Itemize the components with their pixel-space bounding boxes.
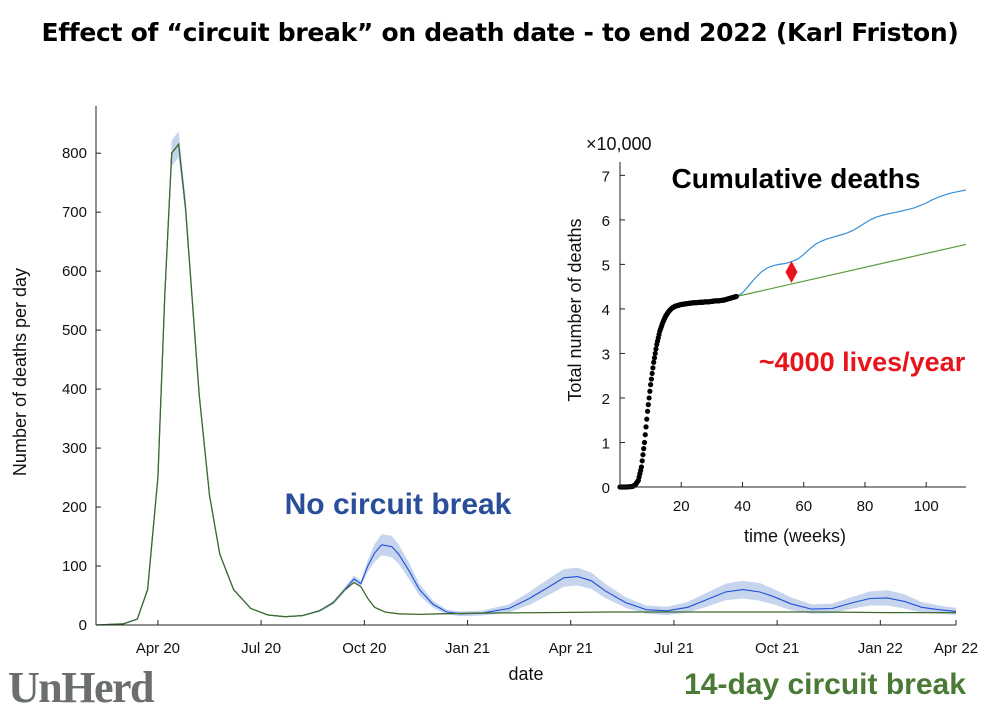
main-y-tick-label: 700 xyxy=(62,204,87,221)
main-y-tick-label: 200 xyxy=(62,499,87,516)
circuit-break-annotation: 14-day circuit break xyxy=(684,668,966,701)
inset-x-tick-label: 40 xyxy=(734,498,751,515)
observed-point xyxy=(651,355,658,361)
observed-point xyxy=(733,293,739,300)
main-x-ticks: Apr 20 Jul 20 Oct 20 Jan 21 Apr 21 Jul 21 Oct … xyxy=(136,620,978,657)
inset-y-tick-label: 6 xyxy=(602,213,610,230)
inset-background xyxy=(520,118,980,562)
main-x-tick-label: Apr 22 xyxy=(934,640,978,657)
main-x-axis-label: date xyxy=(508,664,543,684)
main-x-tick-label: Jul 21 xyxy=(654,640,694,657)
inset-chart: 0 1 2 3 4 5 6 7 20 40 60 80 100 ×10,000 time (weeks… xyxy=(520,118,980,562)
main-y-tick-label: 0 xyxy=(79,617,87,634)
observed-point xyxy=(651,359,657,365)
circuit-break-series-line xyxy=(95,142,956,626)
observed-point xyxy=(648,382,654,388)
observed-point xyxy=(650,365,656,371)
main-x-tick-label: Apr 20 xyxy=(136,640,180,657)
observed-point xyxy=(645,402,651,408)
main-y-tick-label: 400 xyxy=(62,381,87,398)
inset-y-axis-label: Total number of deaths xyxy=(565,218,585,401)
inset-x-ticks: 20 40 60 80 100 xyxy=(673,482,939,515)
inset-x-tick-label: 20 xyxy=(673,498,690,515)
observed-point xyxy=(646,395,652,401)
observed-point xyxy=(647,388,653,394)
observed-point xyxy=(640,452,646,458)
lives-per-year-annotation: ~4000 lives/year xyxy=(759,347,966,377)
inset-y-tick-label: 3 xyxy=(602,346,610,363)
inset-y-tick-label: 2 xyxy=(602,391,610,408)
main-y-tick-label: 600 xyxy=(62,263,87,280)
main-y-tick-label: 300 xyxy=(62,440,87,457)
observed-point xyxy=(642,432,648,438)
observed-point xyxy=(644,408,651,414)
main-x-tick-label: Jan 21 xyxy=(445,640,490,657)
inset-y-tick-label: 1 xyxy=(602,435,610,452)
inset-title: Cumulative deaths xyxy=(672,163,921,194)
inset-x-tick-label: 80 xyxy=(857,498,874,515)
main-x-tick-label: Oct 21 xyxy=(755,640,799,657)
inset-y-tick-label: 0 xyxy=(602,480,610,497)
observed-point xyxy=(641,439,648,446)
inset-no-break-line xyxy=(736,189,967,298)
main-x-tick-label: Jul 20 xyxy=(241,640,281,657)
inset-x-tick-label: 60 xyxy=(795,498,812,515)
unherd-logo: UnHerd xyxy=(8,663,154,712)
observed-point xyxy=(639,458,645,464)
observed-point xyxy=(643,424,649,430)
inset-y-tick-label: 4 xyxy=(602,302,610,319)
observed-point xyxy=(653,346,659,352)
page-title: Effect of “circuit break” on death date … xyxy=(41,18,959,47)
observed-point xyxy=(644,416,650,422)
main-x-tick-label: Apr 21 xyxy=(549,640,593,657)
main-y-axis-label: Number of deaths per day xyxy=(10,268,30,476)
inset-y-tick-label: 5 xyxy=(602,257,610,274)
lives-saved-marker xyxy=(785,260,798,283)
main-y-tick-label: 500 xyxy=(62,322,87,339)
inset-y-ticks: 0 1 2 3 4 5 6 7 xyxy=(602,168,625,497)
main-y-tick-label: 100 xyxy=(62,558,87,575)
observed-point xyxy=(638,464,645,470)
observed-point xyxy=(648,376,654,382)
observed-point xyxy=(649,370,655,377)
inset-circuit-break-line xyxy=(736,243,967,298)
main-y-ticks: 0 100 200 300 400 500 600 700 800 xyxy=(62,145,101,634)
observed-point xyxy=(652,350,658,357)
no-break-annotation: No circuit break xyxy=(285,488,512,521)
main-x-tick-label: Jan 22 xyxy=(858,640,903,657)
inset-observed-points xyxy=(617,293,739,490)
inset-x-axis-label: time (weeks) xyxy=(744,526,846,546)
main-y-tick-label: 800 xyxy=(62,145,87,162)
observed-point xyxy=(641,446,647,452)
inset-x-tick-label: 100 xyxy=(914,498,939,515)
inset-y-multiplier: ×10,000 xyxy=(586,134,652,154)
main-x-tick-label: Oct 20 xyxy=(342,640,386,657)
inset-y-tick-label: 7 xyxy=(602,168,610,185)
